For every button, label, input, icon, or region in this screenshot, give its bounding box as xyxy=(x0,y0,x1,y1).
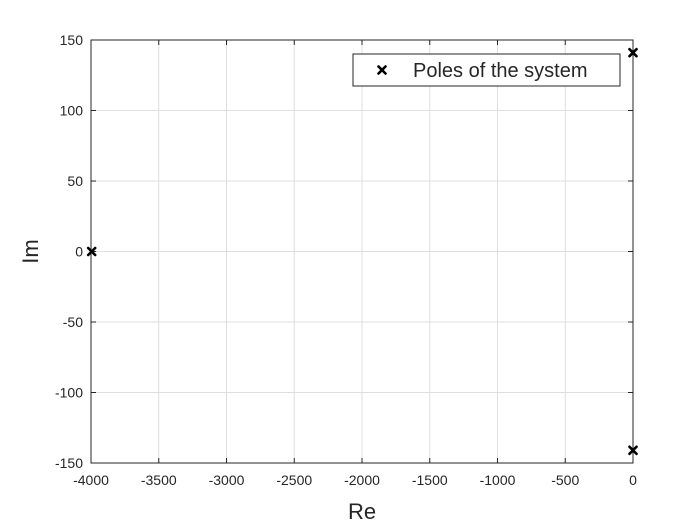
x-tick-label: -500 xyxy=(551,472,579,488)
y-tick-label: -150 xyxy=(55,455,83,471)
x-tick-label: -2500 xyxy=(276,472,312,488)
legend-entry-label: Poles of the system xyxy=(413,60,588,82)
ticks: -4000 -3500 -3000 -2500 -2000 -1500 -1000 -500 0… xyxy=(55,32,637,488)
y-tick-label: 0 xyxy=(75,244,83,260)
x-axis-label: Re xyxy=(348,499,376,524)
legend-box xyxy=(352,53,621,87)
x-tick-label: -3500 xyxy=(141,472,177,488)
legend-marker-x-icon xyxy=(377,65,387,75)
y-tick-label: -100 xyxy=(55,385,83,401)
legend: Poles of the system xyxy=(352,53,621,87)
x-tick-label: -2000 xyxy=(344,472,380,488)
x-tick-label: -1000 xyxy=(480,472,516,488)
y-tick-label: 50 xyxy=(67,173,83,189)
x-tick-label: -3000 xyxy=(209,472,245,488)
pole-marker xyxy=(86,246,97,257)
x-tick-label: -4000 xyxy=(73,472,109,488)
pole-marker xyxy=(628,47,638,58)
data-points xyxy=(86,47,638,456)
y-tick-label: 150 xyxy=(60,32,84,48)
x-tick-label: -1500 xyxy=(412,472,448,488)
x-tick-label: 0 xyxy=(629,472,637,488)
y-tick-label: 100 xyxy=(60,103,84,119)
legend-x-glyph xyxy=(377,65,387,75)
y-axis-label: Im xyxy=(18,239,43,263)
y-tick-label: -50 xyxy=(63,314,83,330)
pole-marker xyxy=(628,445,638,456)
